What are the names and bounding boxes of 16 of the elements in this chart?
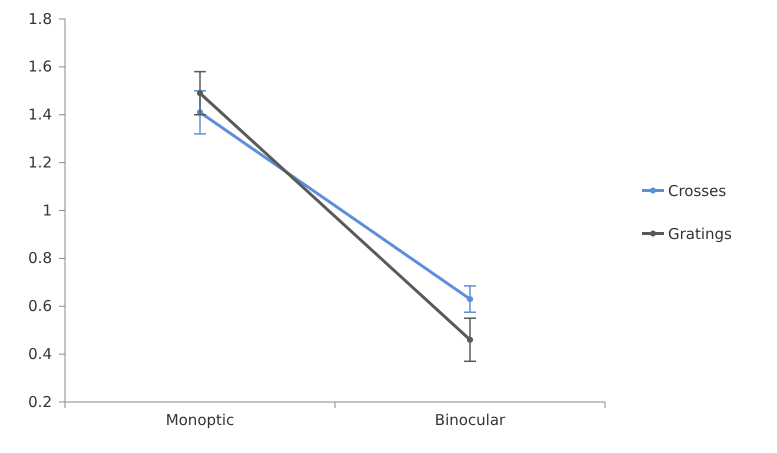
y-tick-label: 0.4 (28, 344, 52, 363)
y-tick-label: 1.2 (28, 153, 52, 172)
y-tick-label: 1.8 (28, 10, 52, 28)
y-tick-label: 1.4 (28, 106, 52, 124)
y-tick-label: 0.8 (28, 249, 52, 268)
y-tick-label: 1.6 (28, 58, 52, 76)
legend-label: Crosses (668, 182, 726, 200)
x-tick-label: Monoptic (166, 411, 234, 429)
point (196, 90, 204, 96)
y-tick-label: 0.6 (28, 297, 52, 316)
y-tick-label: 0.2 (28, 392, 52, 411)
point (466, 336, 474, 343)
point (466, 296, 474, 302)
x-tick-label: Binocular (434, 411, 506, 429)
legend-label: Gratings (668, 224, 732, 243)
y-tick-label: 1 (42, 201, 52, 220)
